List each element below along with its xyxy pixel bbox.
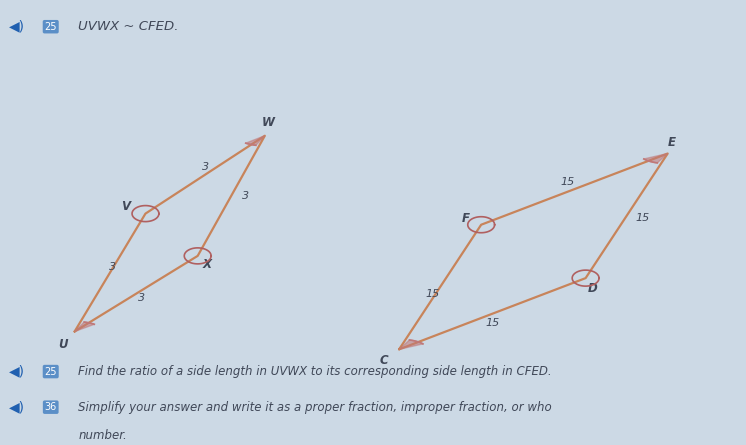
- Text: 3: 3: [201, 162, 209, 172]
- Text: F: F: [463, 211, 470, 225]
- Text: ◀): ◀): [9, 20, 25, 34]
- Text: UVWX ~ CFED.: UVWX ~ CFED.: [78, 20, 179, 33]
- Polygon shape: [75, 322, 94, 332]
- Text: V: V: [121, 200, 130, 214]
- Text: U: U: [59, 338, 68, 352]
- Text: ◀): ◀): [9, 400, 25, 414]
- Text: 25: 25: [45, 22, 57, 32]
- Text: Simplify your answer and write it as a proper fraction, improper fraction, or wh: Simplify your answer and write it as a p…: [78, 400, 552, 414]
- Text: X: X: [203, 258, 212, 271]
- Text: 3: 3: [242, 191, 249, 201]
- Polygon shape: [399, 340, 423, 349]
- Text: W: W: [262, 116, 275, 129]
- Polygon shape: [644, 154, 668, 163]
- Text: ◀): ◀): [9, 364, 25, 379]
- Text: 15: 15: [636, 213, 650, 223]
- Text: 15: 15: [426, 289, 440, 299]
- Text: 3: 3: [138, 293, 145, 303]
- Text: 3: 3: [108, 262, 116, 272]
- Text: C: C: [380, 354, 389, 367]
- Polygon shape: [245, 136, 265, 146]
- Text: number.: number.: [78, 429, 127, 442]
- Text: Find the ratio of a side length in UVWX to its corresponding side length in CFED: Find the ratio of a side length in UVWX …: [78, 365, 552, 378]
- Text: 36: 36: [45, 402, 57, 412]
- Text: D: D: [588, 282, 598, 295]
- Text: 15: 15: [485, 318, 500, 328]
- Text: E: E: [668, 136, 675, 149]
- Text: 25: 25: [45, 367, 57, 376]
- Text: 15: 15: [560, 178, 574, 187]
